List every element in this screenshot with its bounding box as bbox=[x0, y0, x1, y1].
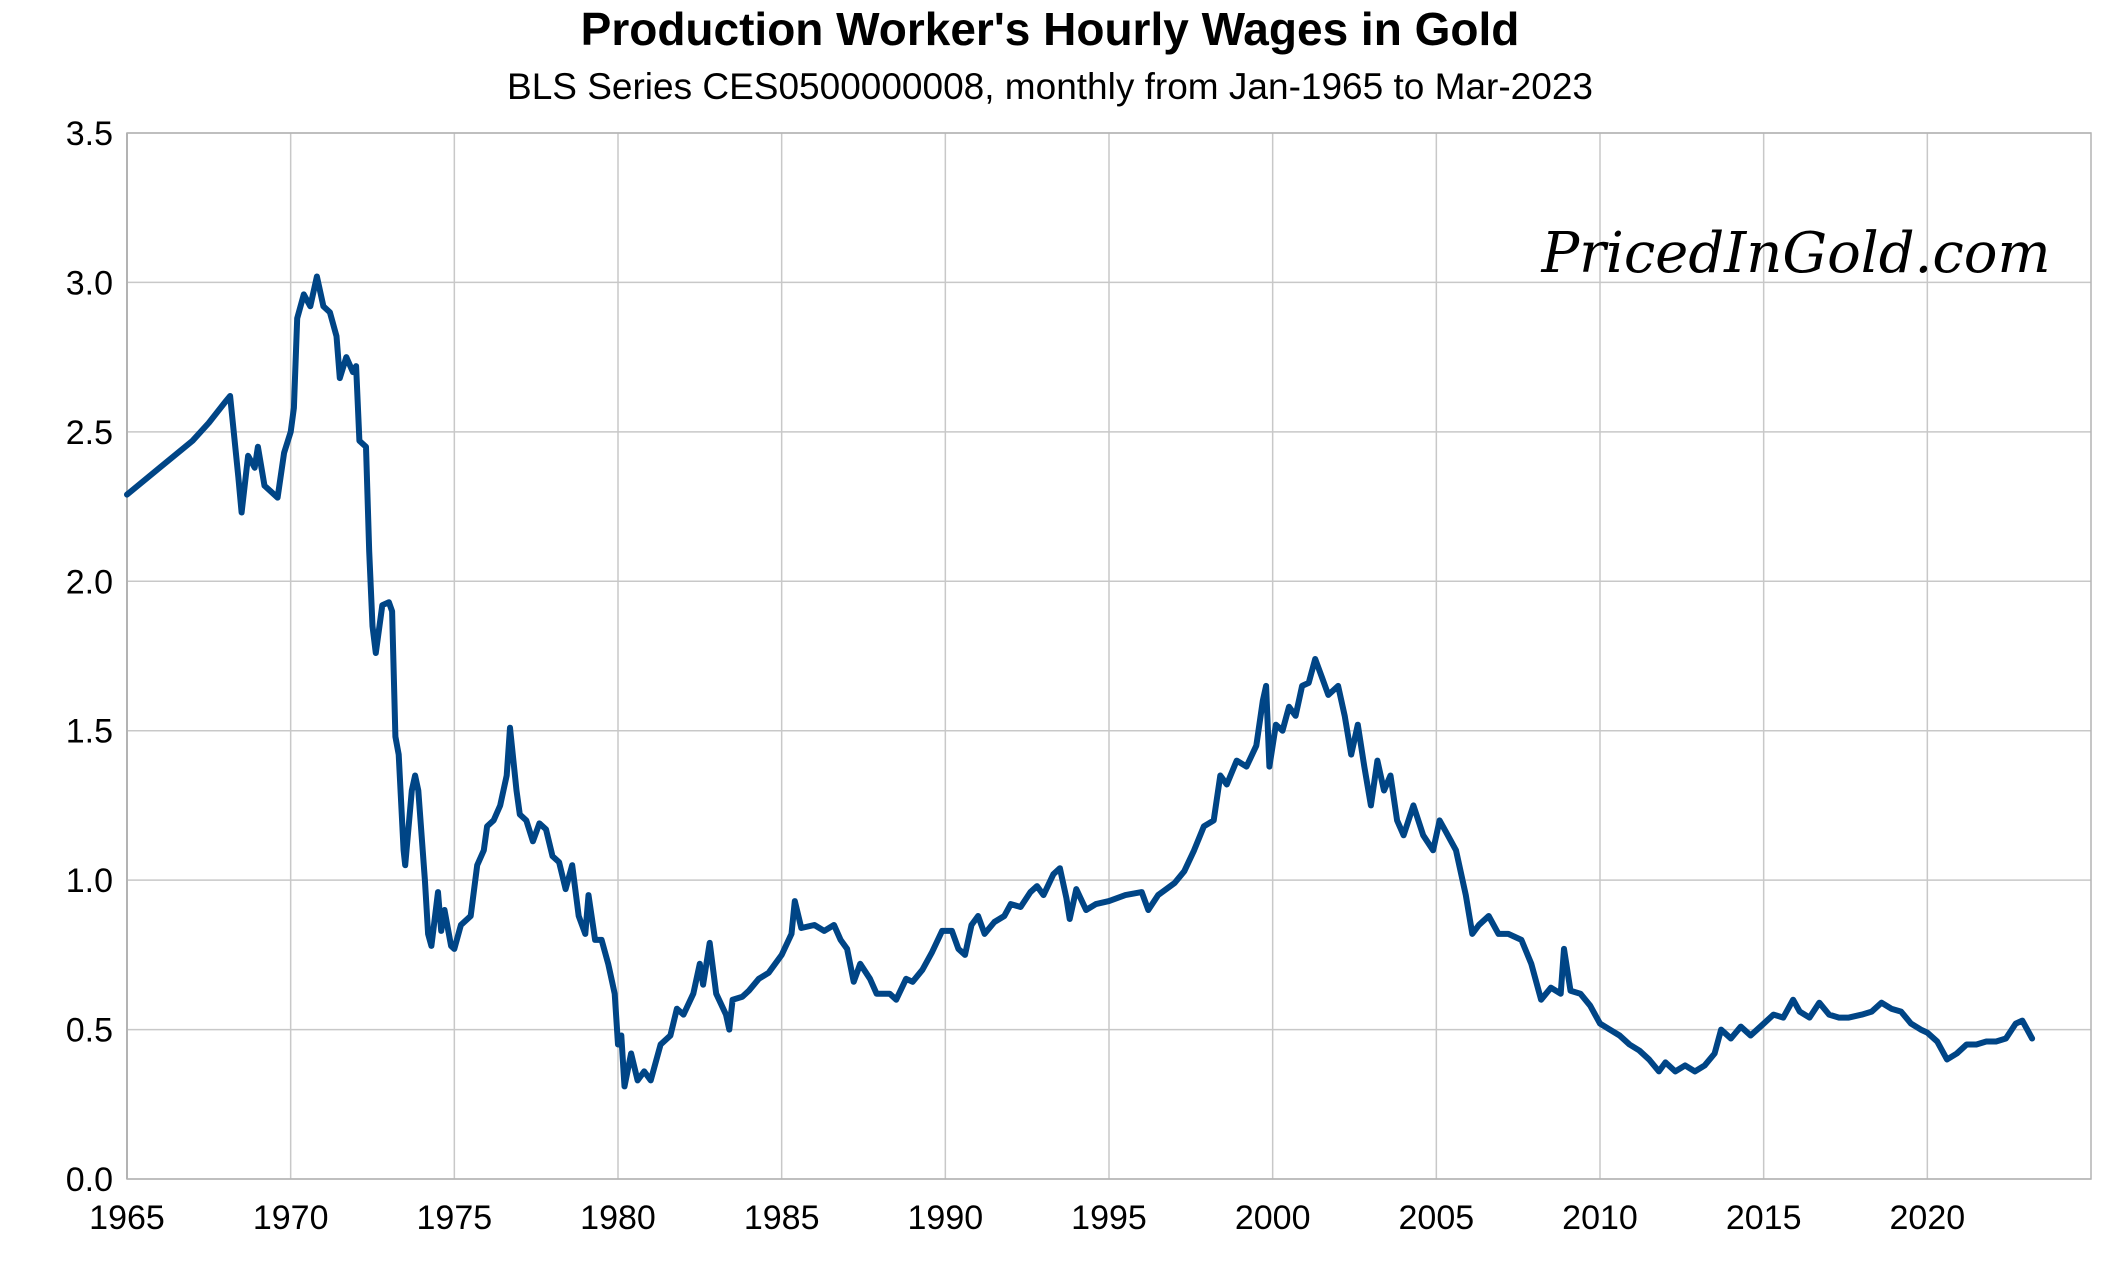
x-tick-label: 1980 bbox=[580, 1199, 656, 1237]
x-tick-label: 2015 bbox=[1726, 1199, 1802, 1237]
x-tick-label: 2010 bbox=[1562, 1199, 1638, 1237]
x-tick-label: 2005 bbox=[1399, 1199, 1475, 1237]
y-tick-label: 1.5 bbox=[66, 713, 113, 751]
x-tick-label: 2020 bbox=[1890, 1199, 1966, 1237]
chart-title: Production Worker's Hourly Wages in Gold bbox=[581, 3, 1520, 55]
y-tick-label: 2.0 bbox=[66, 563, 113, 601]
y-tick-label: 0.0 bbox=[66, 1161, 113, 1199]
x-tick-label: 1990 bbox=[908, 1199, 984, 1237]
watermark: PricedInGold.com bbox=[1540, 221, 2050, 286]
y-tick-label: 0.5 bbox=[66, 1012, 113, 1050]
y-tick-label: 3.5 bbox=[66, 115, 113, 153]
x-tick-label: 1985 bbox=[744, 1199, 820, 1237]
x-tick-label: 2000 bbox=[1235, 1199, 1311, 1237]
x-tick-label: 1995 bbox=[1071, 1199, 1147, 1237]
y-tick-label: 2.5 bbox=[66, 414, 113, 452]
chart-subtitle: BLS Series CES0500000008, monthly from J… bbox=[507, 66, 1593, 107]
y-tick-label: 3.0 bbox=[66, 264, 113, 302]
data-line bbox=[124, 273, 2036, 1090]
x-tick-label: 1975 bbox=[417, 1199, 493, 1237]
x-tick-label: 1970 bbox=[253, 1199, 329, 1237]
x-tick-label: 1965 bbox=[89, 1199, 165, 1237]
y-tick-label: 1.0 bbox=[66, 862, 113, 900]
